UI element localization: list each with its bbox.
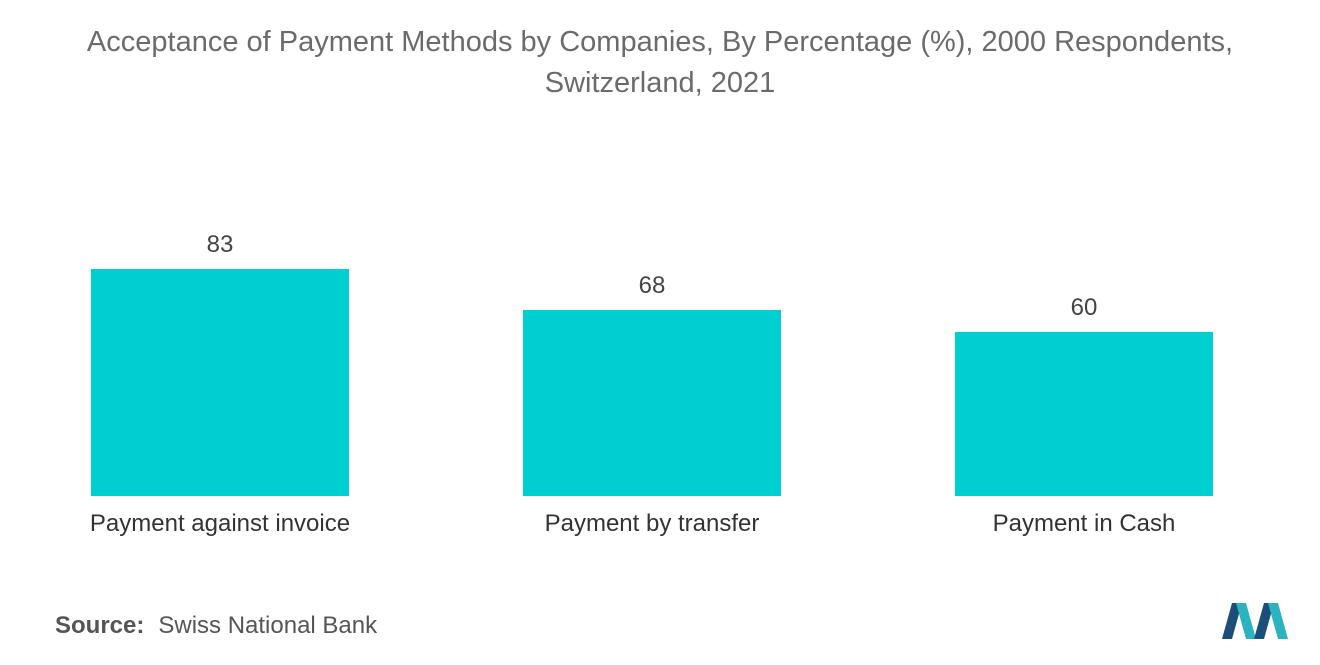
chart-title: Acceptance of Payment Methods by Compani… <box>86 26 1234 58</box>
data-label-2: 60 <box>1071 294 1098 321</box>
source-label: Source: <box>55 612 145 639</box>
x-tick-label-0: Payment against invoice <box>90 510 350 537</box>
x-tick-label-2: Payment in Cash <box>993 510 1176 537</box>
x-tick-label-1: Payment by transfer <box>545 510 760 537</box>
source-note: Source: Swiss National Bank <box>55 612 377 640</box>
bar-0 <box>91 269 349 496</box>
chart-title-block: Acceptance of Payment Methods by Compani… <box>0 22 1320 104</box>
bar-2 <box>955 331 1213 496</box>
brand-logo-icon <box>1222 603 1288 639</box>
chart-subtitle: Switzerland, 2021 <box>544 67 776 99</box>
bar-1 <box>523 310 781 496</box>
data-label-0: 83 <box>207 231 234 258</box>
data-label-1: 68 <box>639 272 666 299</box>
source-text: Swiss National Bank <box>158 612 378 639</box>
